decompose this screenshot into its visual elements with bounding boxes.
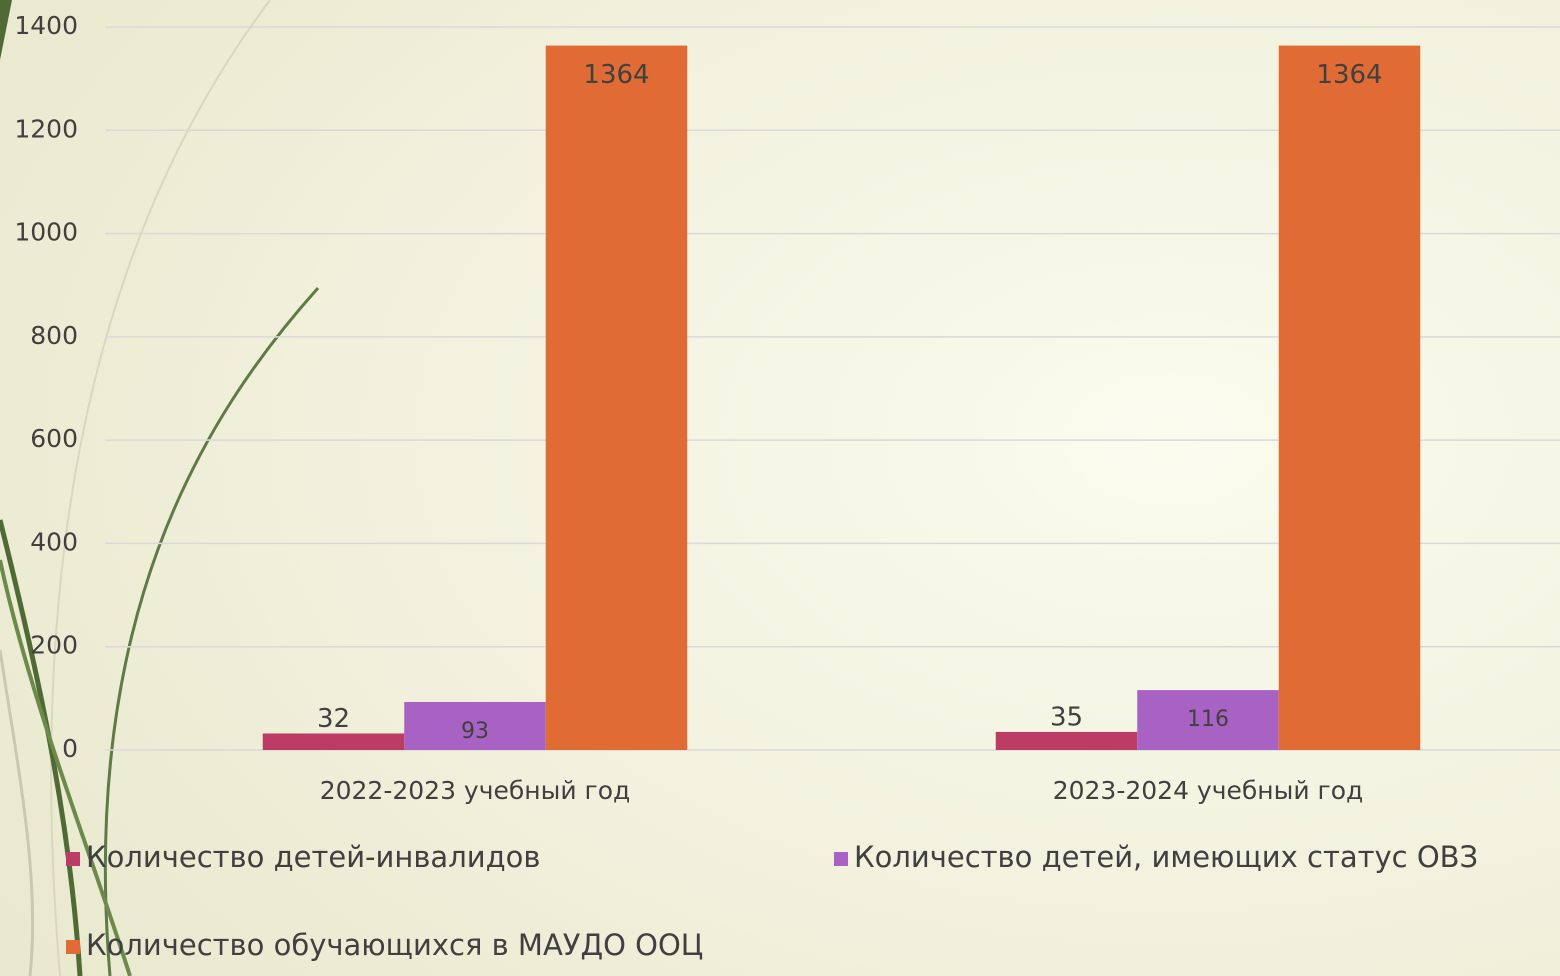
data-label: 1364 — [1316, 60, 1382, 90]
y-tick-label: 0 — [62, 734, 78, 763]
page: {"chart_data":{"type":"bar", "categories… — [0, 0, 1560, 976]
x-tick-label: 2023-2024 учебный год — [1053, 776, 1364, 805]
legend-label: Количество детей, имеющих статус ОВЗ — [854, 840, 1478, 874]
data-label: 1364 — [583, 60, 649, 90]
legend-label: Количество обучающихся в МАУДО ООЦ — [86, 928, 703, 962]
y-tick-label: 600 — [30, 424, 78, 453]
legend-swatch — [66, 852, 80, 866]
legend-swatch — [66, 940, 80, 954]
bar — [263, 733, 405, 750]
y-tick-label: 800 — [30, 321, 78, 350]
data-label: 35 — [1050, 702, 1083, 732]
y-tick-label: 1000 — [14, 218, 78, 247]
x-tick-label: 2022-2023 учебный год — [320, 776, 631, 805]
legend-label: Количество детей-инвалидов — [86, 840, 540, 874]
bar — [546, 46, 688, 750]
y-tick-label: 200 — [30, 631, 78, 660]
bar — [1279, 46, 1421, 750]
y-tick-label: 1400 — [14, 11, 78, 40]
legend-swatch — [834, 852, 848, 866]
data-label: 32 — [317, 704, 350, 734]
data-label: 116 — [1187, 707, 1229, 732]
chart: 0 200 400 600 800 1000 1200 1400 2022-2023 учебн… — [0, 0, 1560, 976]
bar — [996, 732, 1138, 750]
y-tick-label: 400 — [30, 527, 78, 556]
data-label: 93 — [461, 719, 489, 744]
y-tick-label: 1200 — [14, 114, 78, 143]
